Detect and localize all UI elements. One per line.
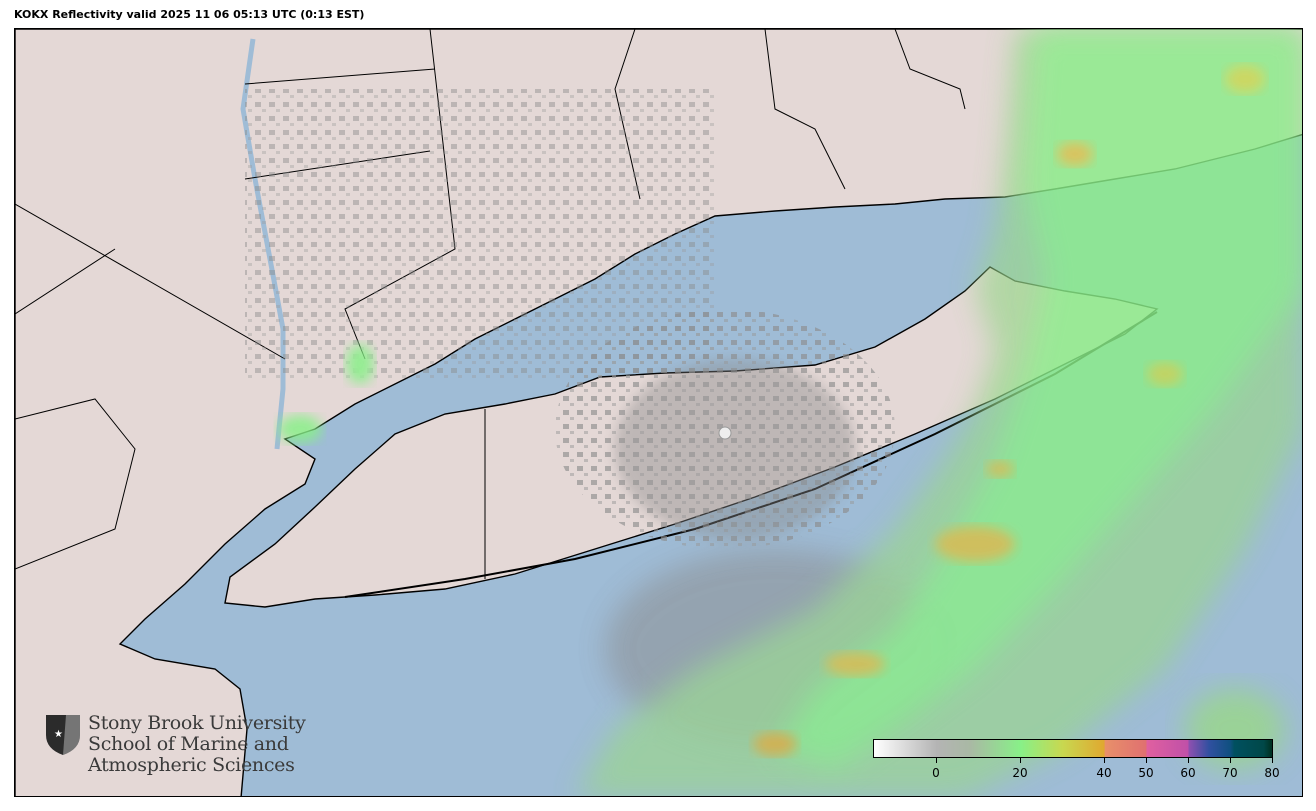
sbu-logo: ★ Stony Brook University School of Marin… xyxy=(44,713,306,776)
colorbar-tick xyxy=(936,758,937,763)
radar-site xyxy=(718,426,732,440)
colorbar-tick-label: 60 xyxy=(1180,766,1196,780)
colorbar-tick-label: 70 xyxy=(1222,766,1238,780)
radar-echoes xyxy=(245,29,1302,796)
colorbar-tick xyxy=(1272,758,1273,763)
colorbar-tick-label: 50 xyxy=(1138,766,1154,780)
colorbar-tick-label: 80 xyxy=(1264,766,1280,780)
logo-line-2: School of Marine and xyxy=(88,733,289,755)
colorbar-tick xyxy=(1230,758,1231,763)
colorbar-tick xyxy=(1020,758,1021,763)
shield-icon: ★ xyxy=(46,715,80,755)
colorbar-tick xyxy=(1188,758,1189,763)
colorbar-tick xyxy=(1146,758,1147,763)
colorbar-tick-label: 0 xyxy=(932,766,940,780)
colorbar-tick-label: 40 xyxy=(1096,766,1112,780)
logo-line-1: Stony Brook University xyxy=(88,712,306,734)
colorbar-tick-label: 20 xyxy=(1012,766,1028,780)
map-title: KOKX Reflectivity valid 2025 11 06 05:13… xyxy=(14,8,365,21)
map-canvas xyxy=(15,29,1302,796)
logo-line-3: Atmospheric Sciences xyxy=(88,754,295,776)
colorbar-tick xyxy=(1104,758,1105,763)
radar-map[interactable] xyxy=(14,28,1303,797)
svg-text:★: ★ xyxy=(54,729,63,740)
reflectivity-colorbar xyxy=(873,739,1273,758)
